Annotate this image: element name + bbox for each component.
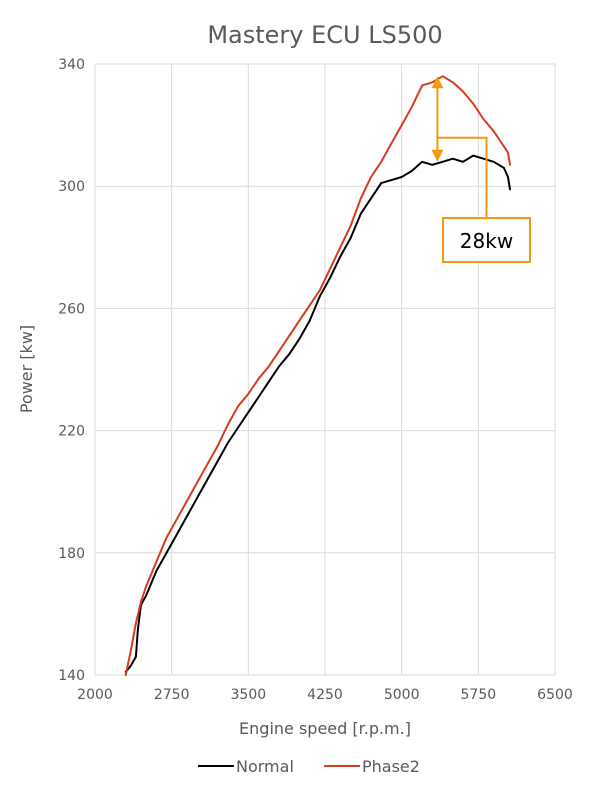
series-line-normal: [124, 154, 511, 673]
annotation-arrow-up: [431, 76, 444, 89]
annotation-arrow-down: [431, 149, 444, 162]
chart-title: Mastery ECU LS500: [207, 21, 442, 49]
x-tick-label: 5000: [384, 687, 420, 703]
x-tick-label: 2750: [154, 687, 190, 703]
series-lines: [124, 75, 511, 676]
x-axis-label: Engine speed [r.p.m.]: [239, 719, 411, 738]
y-tick-label: 340: [58, 57, 85, 73]
grid-lines: [94, 63, 556, 676]
y-axis-label: Power [kw]: [17, 325, 36, 413]
legend-label-normal: Normal: [236, 757, 294, 776]
x-tick-label: 6500: [537, 687, 573, 703]
x-tick-label: 5750: [461, 687, 497, 703]
axes: 2000 2750 3500 4250 5000 5750 6500 140 180 220 260…: [58, 57, 573, 703]
annotation: 28kw: [431, 76, 531, 263]
y-tick-label: 180: [58, 546, 85, 562]
x-tick-label: 3500: [231, 687, 267, 703]
x-tick-label: 4250: [307, 687, 343, 703]
series-line-phase2: [124, 75, 511, 676]
annotation-leader-line: [437, 136, 488, 218]
annotation-box: [442, 217, 531, 263]
legend: Normal Phase2: [198, 757, 420, 776]
y-tick-label: 300: [58, 179, 85, 195]
x-tick-label: 2000: [77, 687, 113, 703]
y-tick-label: 140: [58, 668, 85, 684]
y-tick-label: 220: [58, 424, 85, 440]
annotation-label: 28kw: [460, 229, 513, 253]
legend-label-phase2: Phase2: [362, 757, 420, 776]
y-tick-label: 260: [58, 301, 85, 317]
